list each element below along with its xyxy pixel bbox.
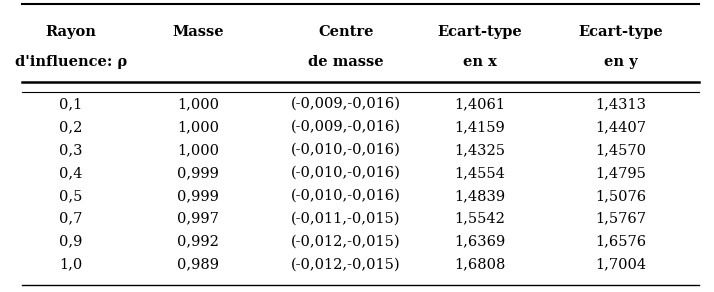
Text: 1,4325: 1,4325 (455, 143, 506, 157)
Text: Ecart-type: Ecart-type (438, 25, 523, 39)
Text: 1,4313: 1,4313 (595, 97, 646, 111)
Text: 1,4839: 1,4839 (454, 189, 506, 203)
Text: (-0,011,-0,015): (-0,011,-0,015) (291, 212, 401, 226)
Text: (-0,009,-0,016): (-0,009,-0,016) (291, 97, 401, 111)
Text: Masse: Masse (172, 25, 223, 39)
Text: Ecart-type: Ecart-type (578, 25, 663, 39)
Text: 1,000: 1,000 (177, 143, 219, 157)
Text: 1,7004: 1,7004 (595, 258, 647, 272)
Text: 0,999: 0,999 (177, 189, 219, 203)
Text: (-0,012,-0,015): (-0,012,-0,015) (291, 235, 401, 249)
Text: 0,989: 0,989 (177, 258, 219, 272)
Text: 0,5: 0,5 (59, 189, 83, 203)
Text: 0,2: 0,2 (59, 120, 83, 134)
Text: 1,4407: 1,4407 (595, 120, 646, 134)
Text: 0,4: 0,4 (59, 166, 83, 180)
Text: (-0,010,-0,016): (-0,010,-0,016) (291, 189, 401, 203)
Text: 0,992: 0,992 (177, 235, 219, 249)
Text: Centre: Centre (318, 25, 374, 39)
Text: 1,6576: 1,6576 (595, 235, 647, 249)
Text: 1,4570: 1,4570 (595, 143, 646, 157)
Text: (-0,009,-0,016): (-0,009,-0,016) (291, 120, 401, 134)
Text: 1,6369: 1,6369 (454, 235, 506, 249)
Text: 1,4795: 1,4795 (595, 166, 646, 180)
Text: 0,997: 0,997 (177, 212, 219, 226)
Text: 0,7: 0,7 (59, 212, 83, 226)
Text: 0,1: 0,1 (59, 97, 83, 111)
Text: 1,000: 1,000 (177, 120, 219, 134)
Text: 1,000: 1,000 (177, 97, 219, 111)
Text: 0,3: 0,3 (59, 143, 83, 157)
Text: (-0,010,-0,016): (-0,010,-0,016) (291, 143, 401, 157)
Text: de masse: de masse (308, 55, 384, 69)
Text: 1,5542: 1,5542 (455, 212, 506, 226)
Text: 1,5767: 1,5767 (595, 212, 646, 226)
Text: 1,6808: 1,6808 (454, 258, 506, 272)
Text: (-0,012,-0,015): (-0,012,-0,015) (291, 258, 401, 272)
Text: en y: en y (604, 55, 638, 69)
Text: (-0,010,-0,016): (-0,010,-0,016) (291, 166, 401, 180)
Text: 1,4061: 1,4061 (455, 97, 506, 111)
Text: 1,4554: 1,4554 (455, 166, 506, 180)
Text: 1,0: 1,0 (59, 258, 83, 272)
Text: 1,5076: 1,5076 (595, 189, 647, 203)
Text: 0,9: 0,9 (59, 235, 83, 249)
Text: d'influence: ρ: d'influence: ρ (15, 55, 127, 69)
Text: 0,999: 0,999 (177, 166, 219, 180)
Text: en x: en x (463, 55, 497, 69)
Text: Rayon: Rayon (46, 25, 96, 39)
Text: 1,4159: 1,4159 (455, 120, 506, 134)
